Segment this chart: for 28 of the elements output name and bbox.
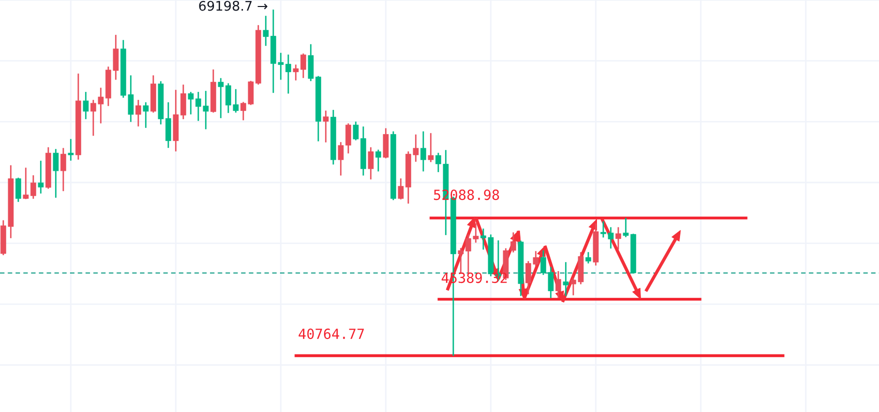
candlestick (382, 128, 389, 158)
annotation: 69198.7 → (199, 0, 268, 11)
candlestick (15, 178, 22, 202)
candlestick (82, 92, 89, 120)
candlestick (135, 100, 142, 126)
candlestick (52, 149, 59, 198)
annotation: 40764.77 (298, 328, 364, 340)
candlestick (615, 227, 622, 250)
candlestick (75, 74, 82, 160)
candlestick (330, 110, 336, 164)
candlestick (428, 133, 434, 162)
candlestick (142, 102, 149, 128)
candlestick (562, 262, 569, 296)
candlestick (555, 271, 562, 298)
candlestick (368, 147, 374, 180)
candlestick (585, 252, 592, 264)
candlestick (68, 138, 74, 161)
candlestick (60, 148, 66, 192)
candlestick (592, 223, 599, 266)
candlestick (518, 240, 524, 296)
candlestick (45, 147, 52, 189)
candlestick (322, 110, 329, 142)
candlestick (38, 160, 44, 194)
candlestick (375, 150, 382, 172)
candlestick (210, 69, 216, 113)
candlestick (150, 75, 156, 113)
candlestick (420, 131, 426, 172)
candlestick (390, 131, 396, 200)
